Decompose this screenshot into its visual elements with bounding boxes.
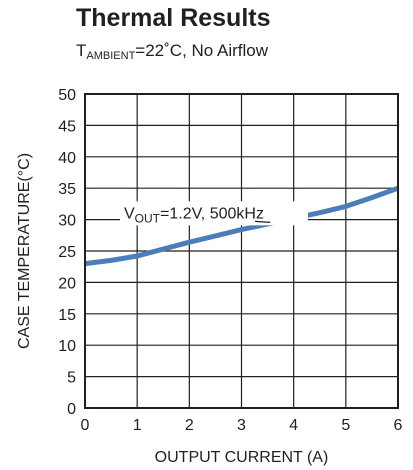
subtitle-subscript: AMBIENT — [86, 50, 136, 62]
x-tick-labels: 0 1 2 3 4 5 6 — [81, 417, 403, 434]
y-tick-label: 50 — [58, 87, 76, 104]
plot-frame — [84, 93, 399, 409]
y-tick-label: 20 — [58, 275, 76, 292]
y-tick-label: 35 — [58, 181, 76, 198]
x-tick-label: 0 — [81, 417, 90, 434]
x-tick-label: 6 — [394, 417, 403, 434]
y-tick-label: 5 — [67, 370, 76, 387]
x-tick-label: 3 — [237, 417, 246, 434]
chart-subtitle: TAMBIENT=22˚C, No Airflow — [76, 41, 268, 62]
y-tick-label: 45 — [58, 118, 76, 135]
subtitle-suffix: =22˚C, No Airflow — [135, 41, 269, 60]
x-tick-label: 5 — [341, 417, 350, 434]
annotation-label: VOUT=1.2V, 500kHz — [124, 205, 264, 225]
chart-title: Thermal Results — [76, 4, 271, 32]
series-lines — [84, 185, 399, 267]
x-axis-label: OUTPUT CURRENT (A) — [155, 449, 329, 466]
y-tick-labels: 0 5 10 15 20 25 30 35 40 45 50 — [58, 87, 76, 418]
x-tick-label: 1 — [133, 417, 142, 434]
grid-lines — [85, 94, 398, 408]
annotation-leader-line — [254, 220, 271, 224]
y-tick-label: 25 — [58, 244, 76, 261]
x-tick-label: 2 — [185, 417, 194, 434]
y-tick-label: 15 — [58, 307, 76, 324]
y-tick-label: 40 — [58, 150, 76, 167]
x-tick-label: 4 — [289, 417, 298, 434]
series-line — [84, 185, 399, 267]
subtitle-prefix: T — [76, 41, 87, 60]
y-tick-label: 30 — [58, 213, 76, 230]
y-tick-label: 10 — [58, 338, 76, 355]
y-axis-label: CASE TEMPERATURE(°C) — [16, 153, 33, 349]
annotation-group: VOUT=1.2V, 500kHz — [120, 201, 308, 226]
annotation-background — [120, 201, 308, 226]
y-tick-label: 0 — [67, 401, 76, 418]
